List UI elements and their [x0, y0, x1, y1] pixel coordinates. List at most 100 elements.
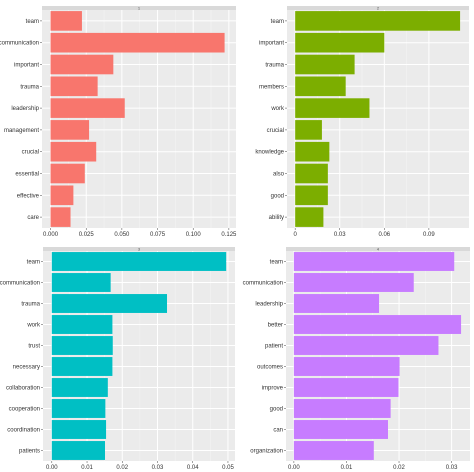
x-tick-label: 0.00	[46, 465, 58, 471]
bar-members	[295, 76, 346, 97]
x-tick-label: 0.075	[150, 232, 166, 238]
y-tick-label: patient	[265, 344, 283, 350]
bar-leadership	[293, 294, 380, 313]
bar-trust	[51, 336, 113, 355]
bar-communication	[50, 32, 225, 53]
facet-panel-2: 2 team important trauma members work crucial kn…	[255, 5, 469, 238]
x-tick-label: 0.050	[114, 232, 130, 238]
y-tick-label: good	[270, 407, 283, 413]
y-tick-label: organization	[250, 449, 283, 455]
y-tick-label: work	[270, 106, 285, 112]
y-tick-label: work	[26, 323, 41, 329]
x-tick-label: 0.025	[79, 232, 95, 238]
facet-strip-label: 3	[138, 246, 141, 251]
y-tick-label: communication	[0, 281, 40, 287]
y-tick-label: trauma	[21, 302, 40, 308]
x-tick-label: 0.03	[446, 465, 458, 471]
y-tick-label: trust	[28, 344, 40, 350]
y-tick-label: patients	[19, 449, 40, 455]
bar-team	[50, 11, 82, 31]
x-tick-label: 0.03	[152, 465, 164, 471]
x-tick-label: 0.09	[423, 232, 435, 238]
bar-trauma	[295, 54, 355, 75]
bar-important	[50, 54, 114, 75]
x-tick-label: 0.100	[186, 232, 202, 238]
y-tick-label: leadership	[11, 106, 39, 112]
y-tick-label: team	[26, 19, 39, 25]
y-tick-label: outcomes	[257, 365, 283, 371]
bar-essential	[50, 163, 85, 184]
y-tick-label: effective	[17, 193, 40, 199]
bar-work	[51, 315, 113, 334]
y-tick-label: crucial	[22, 150, 39, 156]
bar-care	[50, 207, 71, 227]
bar-coordination	[51, 420, 107, 439]
y-tick-label: team	[271, 19, 284, 25]
facet-strip-label: 4	[377, 246, 380, 251]
x-tick-label: 0.000	[43, 232, 59, 238]
y-tick-label: collaboration	[6, 386, 40, 392]
y-tick-label: communication	[0, 41, 39, 47]
x-tick-label: 0	[293, 232, 297, 238]
bar-team	[293, 252, 455, 271]
bar-good	[295, 185, 328, 206]
bar-collaboration	[51, 378, 108, 397]
bar-effective	[50, 185, 74, 206]
bar-better	[293, 315, 462, 334]
y-tick-label: management	[4, 128, 39, 134]
x-tick-label: 0.125	[221, 232, 237, 238]
y-tick-label: necessary	[13, 365, 40, 371]
bar-work	[295, 98, 370, 118]
facet-panel-4: 4 team communication leadership better patien…	[243, 246, 470, 471]
y-tick-label: important	[14, 63, 39, 69]
y-tick-label: trauma	[265, 63, 284, 69]
x-tick-label: 0.00	[288, 465, 300, 471]
bar-improve	[293, 378, 399, 397]
bar-leadership	[50, 98, 125, 118]
y-tick-label: coordination	[7, 428, 40, 434]
x-tick-label: 0.06	[378, 232, 390, 238]
y-tick-label: team	[27, 260, 40, 266]
x-tick-label: 0.05	[222, 465, 234, 471]
x-tick-label: 0.01	[81, 465, 93, 471]
bar-necessary	[51, 357, 113, 376]
bar-team	[295, 11, 461, 31]
facet-strip-label: 1	[138, 5, 141, 10]
bar-can	[293, 420, 388, 439]
x-tick-label: 0.01	[341, 465, 353, 471]
bar-communication	[51, 273, 111, 292]
facet-strip	[287, 6, 469, 10]
bar-trauma	[50, 76, 98, 97]
facet-strip	[286, 247, 470, 251]
y-tick-label: trauma	[20, 84, 39, 90]
bar-cooperation	[51, 399, 106, 418]
y-tick-label: leadership	[255, 302, 283, 308]
bar-crucial	[295, 120, 322, 140]
bar-trauma	[51, 294, 168, 313]
y-tick-label: team	[270, 260, 283, 266]
y-tick-label: also	[273, 172, 285, 178]
bar-patients	[51, 441, 106, 460]
y-tick-label: care	[27, 215, 39, 221]
y-tick-label: cooperation	[9, 407, 40, 413]
y-tick-label: better	[268, 323, 283, 329]
y-tick-label: can	[273, 428, 283, 434]
y-tick-label: important	[259, 41, 284, 47]
y-tick-label: essential	[15, 172, 39, 178]
x-tick-label: 0.03	[334, 232, 346, 238]
bar-management	[50, 120, 90, 140]
y-tick-label: crucial	[267, 128, 284, 134]
y-tick-label: members	[259, 84, 284, 90]
bar-good	[293, 399, 391, 418]
facet-panel-3: 3 team communication trauma work trust necessa…	[0, 246, 235, 471]
y-tick-label: communication	[243, 281, 283, 287]
y-tick-label: good	[271, 193, 284, 199]
bar-outcomes	[293, 357, 400, 376]
facet-panel-1: 1 team communication important trauma leaders…	[0, 5, 237, 238]
x-tick-label: 0.02	[116, 465, 128, 471]
y-tick-label: ability	[269, 215, 284, 221]
bar-also	[295, 163, 328, 184]
bar-organization	[293, 441, 374, 460]
y-tick-label: knowledge	[255, 150, 284, 156]
facet-strip	[42, 6, 236, 10]
